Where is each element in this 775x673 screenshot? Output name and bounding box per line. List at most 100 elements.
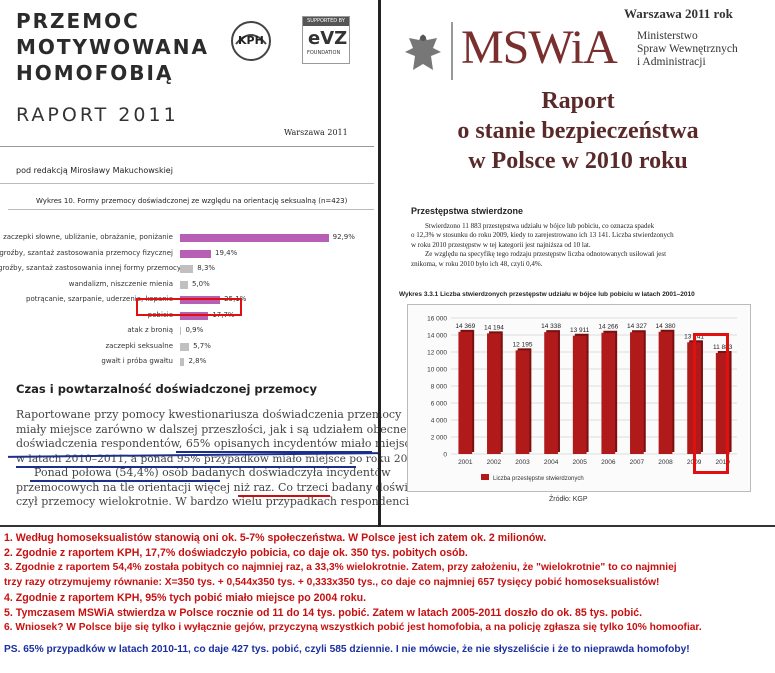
y-tick-label: 10 000: [427, 367, 447, 374]
comment-line-2: 2. Zgodnie z raportem KPH, 17,7% doświad…: [4, 547, 468, 559]
paragraph-line: czył przemocy wielokrotnie. W bardzo wie…: [16, 495, 409, 508]
bar-value: 0,9%: [185, 326, 204, 334]
comment-line-3: 3. Zgodnie z raportem 54,4% została pobi…: [4, 562, 677, 573]
title-line: PRZEMOC: [16, 9, 140, 33]
section-title: Czas i powtarzalność doświadczonej przem…: [16, 382, 317, 396]
ministry-line: Ministerstwo: [637, 30, 698, 42]
underline-ponad: [30, 480, 220, 482]
divider-line: [8, 209, 374, 210]
chart-caption: Wykres 3.3.1 Liczba stwierdzonych przest…: [399, 291, 695, 298]
ministry-line: Spraw Wewnętrznych: [637, 43, 738, 55]
ministry-name: Ministerstwo Spraw Wewnętrznych i Admini…: [637, 30, 738, 69]
evz-supported-label: SUPPORTED BY: [303, 17, 349, 26]
place-date: Warszawa 2011: [284, 128, 348, 137]
bar: [180, 296, 221, 304]
report-paragraph: Stwierdzono 11 883 przestępstwa udziału …: [411, 222, 771, 269]
place-date: Warszawa 2011 rok: [624, 6, 733, 21]
y-tick-label: 6 000: [431, 401, 448, 408]
bar-label: potrącanie, szarpanie, uderzenie, kopani…: [26, 295, 173, 303]
bar-label: wandalizm, niszczenie mienia: [68, 279, 173, 288]
x-tick-label: 2008: [658, 459, 673, 466]
panel-divider: [378, 0, 381, 527]
evz-logo-sub: FOUNDATION: [307, 50, 341, 56]
title-line: MOTYWOWANA: [16, 35, 209, 59]
y-tick-label: 12 000: [427, 350, 447, 357]
comment-ps: PS. 65% przypadków w latach 2010-11, co …: [4, 644, 690, 655]
x-tick-label: 2004: [544, 459, 559, 466]
x-tick-label: 2002: [487, 459, 502, 466]
ministry-line: i Administracji: [637, 56, 706, 68]
bar-value: 92,9%: [332, 233, 355, 241]
bar-value-label: 14 266: [598, 324, 618, 331]
bar-value: 19,4%: [215, 248, 238, 257]
comment-line-6: 5. Tymczasem MSWiA stwierdza w Polsce ro…: [4, 607, 643, 619]
evz-logo: SUPPORTED BY eVZ FOUNDATION: [302, 16, 350, 64]
comment-line-1: 1. Według homoseksualistów stanowią oni …: [4, 532, 547, 544]
x-tick-label: 2010: [715, 459, 730, 466]
report-title: PRZEMOC MOTYWOWANA HOMOFOBIĄ: [16, 8, 209, 86]
evz-logo-text: eVZ: [308, 28, 348, 49]
bar-value-label: 13 911: [570, 327, 590, 334]
year-2010-highlight-box: [693, 333, 729, 474]
chart-source: Źródło: KGP: [549, 496, 588, 503]
editor-line: pod redakcją Mirosławy Makuchowskiej: [16, 166, 173, 175]
kph-logo-text: KPH: [238, 34, 264, 47]
title-line: w Polsce w 2010 roku: [468, 148, 688, 174]
paragraph-line: w roku 2010 przestępstw w tej kategorii …: [411, 240, 591, 249]
bar: [180, 327, 182, 335]
bar-value: 5,0%: [192, 279, 210, 288]
underline-trzeci: [238, 495, 330, 497]
kph-report-panel: PRZEMOC MOTYWOWANA HOMOFOBIĄ RAPORT 2011…: [0, 0, 426, 525]
paragraph-line: Stwierdzono 11 883 przestępstwa udziału …: [425, 222, 655, 230]
bar: [180, 358, 185, 366]
bar-label: zaczepki słowne, ubliżanie, obrażanie, p…: [3, 233, 173, 241]
title-line: Raport: [541, 88, 615, 114]
bar-label: atak z bronią: [127, 326, 173, 334]
x-tick-label: 2007: [630, 459, 645, 466]
divider-line: [0, 183, 374, 184]
bar-value-label: 14 338: [541, 323, 561, 330]
bar: [180, 249, 212, 258]
bar-value-label: 11 883: [713, 344, 733, 351]
bar: [180, 280, 188, 289]
comment-line-5: 4. Zgodnie z raportem KPH, 95% tych pobi…: [4, 592, 367, 604]
bar: [515, 350, 530, 454]
bar-label: groźby, szantaż zastosowania innej formy…: [0, 264, 181, 272]
mswia-report-panel: Warszawa 2011 rok MSWiA Ministerstwo Spr…: [381, 0, 775, 525]
x-tick-label: 2005: [572, 459, 587, 466]
bar: [180, 234, 329, 242]
x-tick-label: 2001: [458, 459, 473, 466]
legend-swatch: [481, 474, 489, 480]
divider-line: [0, 146, 374, 147]
comment-line-7: 6. Wniosek? W Polsce bije się tylko i wy…: [4, 622, 702, 633]
y-tick-label: 0: [443, 452, 447, 459]
paragraph-line: o 12,3% w stosunku do roku 2009, kiedy t…: [411, 231, 674, 240]
paragraph-line: Ponad połowa (54,4%) osób badanych doświ…: [34, 466, 391, 479]
mswia-brand: MSWiA: [461, 21, 618, 74]
title-line: HOMOFOBIĄ: [16, 61, 174, 85]
bar-value-label: 14 380: [656, 323, 676, 330]
bar: [458, 331, 473, 454]
fights-chart: 0 2 000 4 000 6 000 8 000 10 000 12 000 14 000 1…: [427, 316, 737, 482]
bar-label: groźby, szantaż zastosowania przemocy fi…: [0, 248, 173, 257]
bar: [630, 332, 644, 454]
y-tick-label: 8 000: [431, 384, 448, 391]
paragraph-line: Ze względu na specyfikę tego rodzaju prz…: [425, 250, 667, 259]
bar: [658, 331, 673, 454]
paragraph-line: przemocowych na tle orientacji więcej ni…: [16, 480, 426, 494]
bar-value: 8,3%: [197, 264, 216, 272]
report-year: RAPORT 2011: [16, 104, 179, 126]
bar: [544, 332, 558, 454]
section-title: Przestępstwa stwierdzone: [411, 206, 524, 216]
pobicie-highlight-box: [136, 298, 242, 316]
bar-value-label: 14 369: [455, 323, 475, 330]
bar-label: zaczepki seksualne: [105, 341, 173, 350]
paragraph-line: doświadczenia respondentów, 65% opisanyc…: [16, 437, 418, 450]
bar-value: 2,8%: [188, 357, 207, 365]
y-tick-label: 2 000: [431, 435, 448, 442]
y-tick-label: 4 000: [431, 418, 448, 425]
bar: [601, 332, 616, 454]
violence-forms-chart: zaczepki słowne, ubliżanie, obrażanie, p…: [0, 226, 378, 366]
underline-2010: [16, 466, 356, 468]
chart-caption: Wykres 10. Formy przemocy doświadczonej …: [36, 197, 348, 205]
